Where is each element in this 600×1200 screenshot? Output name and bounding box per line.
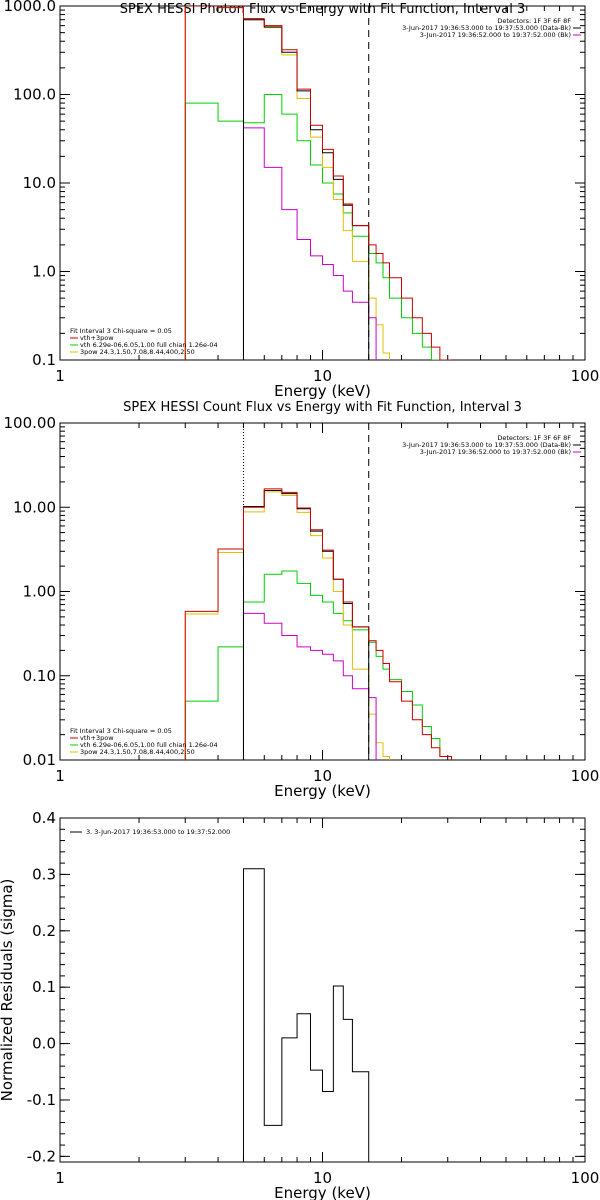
series-vth-line: [184, 570, 452, 760]
y-tick-label: 0.01: [23, 751, 56, 769]
x-tick-label: 1: [55, 767, 65, 785]
legend-title: Fit Interval 3 Chi-square = 0.05: [70, 727, 172, 735]
y-tick-label: -0.2: [27, 1147, 56, 1165]
x-tick-label: 10: [313, 767, 332, 785]
y-tick-label: 1.0: [32, 263, 56, 281]
legend-label: 3pow 24.3,1.50,7.08,8.44,400,2.50: [80, 748, 195, 756]
y-tick-label: 0.4: [32, 809, 56, 827]
x-tick-label: 10: [313, 367, 332, 385]
series-total-line: [184, 6, 452, 360]
info-line: Detectors: 1F 3F 6F 8F: [497, 434, 571, 442]
y-tick-label: 1.00: [23, 583, 56, 601]
fit-legend: 3. 3-Jun-2017 19:36:53.000 to 19:37:52.0…: [70, 828, 230, 836]
series-data-line: [242, 19, 370, 360]
info-line: 3-Jun-2017 19:36:52.000 to 19:37:52.000 …: [420, 448, 571, 456]
y-tick-label: 100.00: [4, 414, 57, 432]
x-tick-label: 100: [571, 367, 600, 385]
plot-frame: [59, 817, 586, 1163]
y-tick-label: 0.0: [32, 1035, 56, 1053]
x-tick-label: 100: [571, 1169, 600, 1187]
y-tick-label: 10.00: [13, 498, 56, 516]
legend-title: Fit Interval 3 Chi-square = 0.05: [70, 327, 172, 335]
fit-legend: Fit Interval 3 Chi-square = 0.05vth+3pow…: [70, 327, 218, 356]
chart-panel-3: 1 10 100 -0.2 -0.1 0.0 0.1 0.2 0.3 0.4 Energy (keV…: [0, 809, 599, 1200]
plot-frame: [59, 422, 586, 761]
info-line: 3-Jun-2017 19:36:53.000 to 19:37:53.000 …: [402, 441, 571, 449]
series-3pow-line: [184, 491, 391, 760]
series-data-line: [242, 868, 370, 1162]
x-minor-ticks: [138, 423, 574, 760]
x-axis-label: Energy (keV): [274, 382, 371, 400]
series-background-line: [242, 612, 377, 760]
interval-info: Detectors: 1F 3F 6F 8F3-Jun-2017 19:36:5…: [402, 17, 581, 39]
legend-label: vth 6.29e-06,6.05,1.00 full chian 1.26e-…: [80, 741, 218, 749]
chart-panel-1: SPEX HESSI Photon Flux vs Energy with Fi…: [4, 0, 600, 400]
y-tick-label: 0.10: [23, 667, 56, 685]
series-vth-line: [184, 94, 440, 360]
series-3pow-line: [184, 6, 391, 360]
info-line: 3-Jun-2017 19:36:52.000 to 19:37:52.000 …: [420, 31, 571, 39]
legend-label: 3. 3-Jun-2017 19:36:53.000 to 19:37:52.0…: [86, 828, 230, 836]
y-tick-label: 0.1: [32, 978, 56, 996]
series-data-line: [242, 490, 370, 760]
legend-label: vth 6.29e-06,6.05,1.00 full chian 1.26e-…: [80, 341, 218, 349]
y-axis-label: Normalized Residuals (sigma): [0, 879, 16, 1102]
legend-label: 3pow 24.3,1.50,7.08,8.44,400,2.50: [80, 348, 195, 356]
y-minor-ticks: [60, 817, 585, 1157]
chart-panel-2: SPEX HESSI Count Flux vs Energy with Fit…: [4, 400, 600, 800]
x-minor-ticks: [138, 6, 574, 360]
x-tick-label: 1: [55, 1169, 65, 1187]
y-tick-label: 0.3: [32, 865, 56, 883]
series-total-line: [184, 488, 452, 760]
x-axis-label: Energy (keV): [274, 782, 371, 800]
y-tick-label: 1000.0: [4, 0, 57, 15]
x-minor-ticks: [138, 818, 574, 1162]
y-tick-label: 10.0: [23, 174, 56, 192]
fit-legend: Fit Interval 3 Chi-square = 0.05vth+3pow…: [70, 727, 218, 756]
y-tick-label: 0.1: [32, 351, 56, 369]
x-tick-label: 100: [571, 767, 600, 785]
x-tick-label: 1: [55, 367, 65, 385]
info-line: 3-Jun-2017 19:36:53.000 to 19:37:53.000 …: [402, 24, 571, 32]
y-tick-label: 0.2: [32, 922, 56, 940]
info-line: Detectors: 1F 3F 6F 8F: [497, 17, 571, 25]
y-minor-ticks: [60, 9, 585, 334]
series-background-line: [242, 127, 377, 360]
y-tick-label: -0.1: [27, 1091, 56, 1109]
x-axis-label: Energy (keV): [274, 1184, 371, 1200]
y-minor-ticks: [60, 426, 585, 736]
x-tick-label: 10: [313, 1169, 332, 1187]
interval-info: Detectors: 1F 3F 6F 8F3-Jun-2017 19:36:5…: [402, 434, 581, 456]
chart-title: SPEX HESSI Count Flux vs Energy with Fit…: [123, 400, 522, 415]
legend-label: vth+3pow: [80, 734, 114, 742]
y-tick-label: 100.0: [13, 86, 56, 104]
legend-label: vth+3pow: [80, 334, 114, 342]
